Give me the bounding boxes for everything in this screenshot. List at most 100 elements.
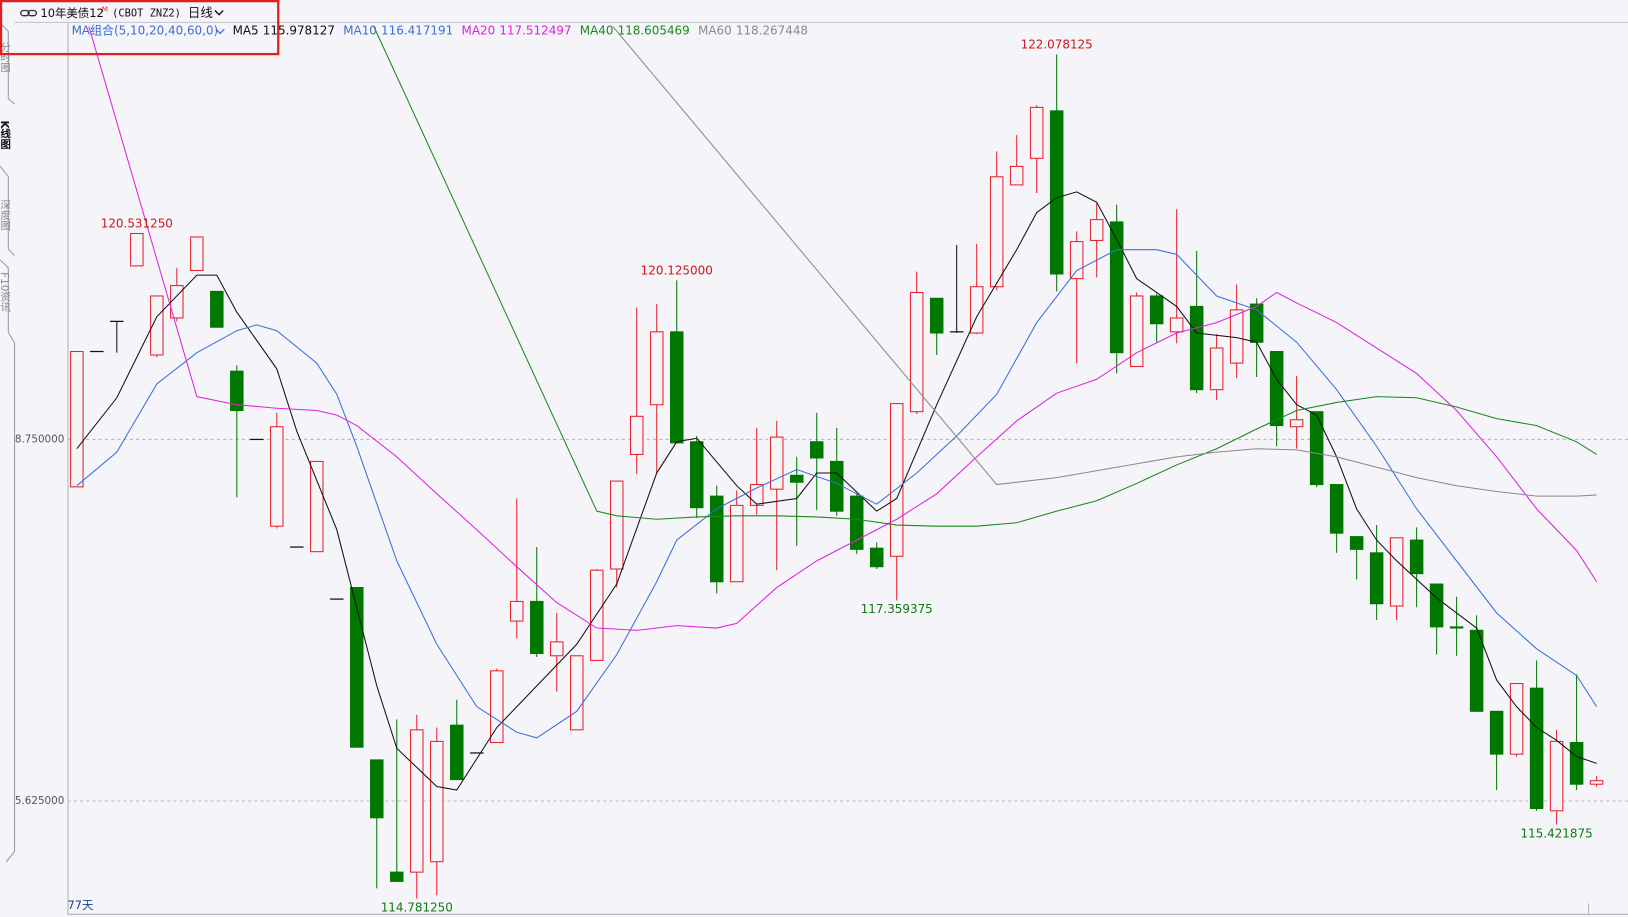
- candle-body: [150, 295, 164, 356]
- candle-body: [230, 370, 244, 412]
- instrument-name: 10年美债12: [40, 6, 103, 20]
- candle-body: [370, 759, 384, 819]
- candle-body: [1289, 419, 1304, 428]
- candle-body: [789, 474, 804, 483]
- ma-legend-name: MA20: [462, 24, 496, 38]
- candle-body: [450, 724, 464, 781]
- sidebar-bg: [0, 0, 15, 917]
- candle-body: [1209, 347, 1224, 391]
- tab-edge: [0, 259, 16, 863]
- candle-body: [669, 331, 684, 444]
- candle-body: [610, 480, 624, 570]
- candle-body: [969, 286, 984, 334]
- chevron[interactable]: [214, 10, 224, 16]
- series-layer: [70, 26, 1604, 899]
- highlight-box: [0, 0, 280, 56]
- candle-body: [729, 504, 744, 583]
- candle-body: [1029, 106, 1044, 159]
- ma-line: [76, 191, 1597, 791]
- candle-body: [769, 436, 784, 490]
- candle-body: [889, 403, 904, 557]
- plot-area: 118.750000 115.625000 120.531250 120.125000…: [2, 26, 1628, 914]
- ma-legend-name: MA5: [233, 24, 259, 38]
- candle-body: [1149, 295, 1164, 325]
- ma-group-selector[interactable]: MA组合(5,10,20,40,60,0): [72, 23, 219, 38]
- candle-body: [1269, 350, 1284, 427]
- ma-line: [612, 26, 1597, 497]
- candle-body: [1049, 110, 1064, 275]
- chevron[interactable]: [215, 28, 225, 35]
- low-label: 117.359375: [861, 602, 933, 616]
- candle-body: [1069, 241, 1084, 280]
- candle-body: [629, 415, 644, 455]
- candle-body: [570, 655, 584, 731]
- sidebar-tab[interactable]: F10资讯: [0, 272, 10, 313]
- candle-body: [270, 426, 284, 527]
- candle-body: [1169, 317, 1184, 333]
- tab-edge: [0, 22, 15, 105]
- ma-line: [373, 26, 1597, 527]
- candle-body: [1349, 536, 1364, 550]
- ma-legend-name: MA60: [698, 24, 732, 38]
- candle-body: [1549, 740, 1564, 812]
- candle-body: [550, 641, 564, 657]
- candle-body: [1429, 583, 1444, 628]
- y-tick-label: 118.750000: [2, 433, 65, 445]
- link-icon[interactable]: [20, 9, 38, 17]
- sidebar-tab[interactable]: 分时图: [0, 42, 10, 74]
- candle-body: [350, 587, 364, 748]
- candle-body: [430, 740, 444, 863]
- candle-body: [1529, 687, 1544, 810]
- high-label: 120.531250: [101, 217, 173, 231]
- candle-body: [1369, 552, 1384, 605]
- candle-body: [809, 441, 824, 459]
- low-label: 115.421875: [1521, 826, 1593, 840]
- sidebar-tab[interactable]: 深度图: [0, 199, 10, 231]
- ma-legend-value: 118.267448: [736, 24, 808, 38]
- period-selector[interactable]: 日线: [188, 5, 213, 20]
- candle-body: [1189, 305, 1204, 391]
- candle-body: [190, 236, 204, 272]
- candle-body: [1009, 165, 1024, 186]
- candle-body: [130, 232, 144, 267]
- instrument-code: (CBOT ZNZ2): [112, 8, 181, 20]
- candle-body: [929, 297, 944, 334]
- candle-body: [1329, 484, 1344, 534]
- period-count: 77天: [67, 898, 94, 912]
- candle-body: [310, 460, 324, 553]
- low-label: 114.781250: [381, 900, 453, 914]
- candle-body: [70, 350, 84, 488]
- candle-body: [709, 495, 724, 583]
- candle-body: [490, 670, 504, 744]
- header: 10年美债12 M (CBOT ZNZ2) 日线 MA组合(5,10,20,40…: [0, 0, 808, 56]
- candle-body: [849, 495, 864, 550]
- candle-body: [1489, 710, 1504, 755]
- candle-body: [530, 600, 544, 654]
- candle-body: [1109, 221, 1124, 354]
- candle-body: [989, 176, 1004, 288]
- candle-body: [829, 460, 844, 512]
- ma-legend-value: 115.978127: [263, 24, 335, 38]
- contract-mark: M: [102, 4, 108, 13]
- ma-legend: MA5 115.978127 MA10 116.417191 MA20 117.51249…: [233, 24, 808, 38]
- candle-body: [410, 729, 424, 873]
- candle-body: [210, 290, 224, 328]
- candle-body: [510, 600, 524, 622]
- candle-body: [1309, 411, 1324, 486]
- sidebar: 分时图 K线图 深度图 F10资讯: [0, 0, 16, 917]
- candle-body: [689, 441, 704, 509]
- candle-body: [1469, 629, 1484, 712]
- candle-body: [1389, 537, 1404, 607]
- ma-legend-value: 118.605469: [618, 24, 690, 38]
- candle-body: [1229, 309, 1244, 364]
- ma-line: [76, 249, 1598, 739]
- candle-body: [590, 569, 604, 661]
- ma-legend-value: 116.417191: [381, 24, 453, 38]
- candle-body: [1129, 295, 1144, 368]
- sidebar-tab-active[interactable]: K线图: [0, 121, 10, 151]
- ma-legend-value: 117.512497: [499, 24, 571, 38]
- candle-body: [1409, 539, 1424, 575]
- candle-body: [1089, 219, 1104, 241]
- candle-body: [1569, 742, 1584, 785]
